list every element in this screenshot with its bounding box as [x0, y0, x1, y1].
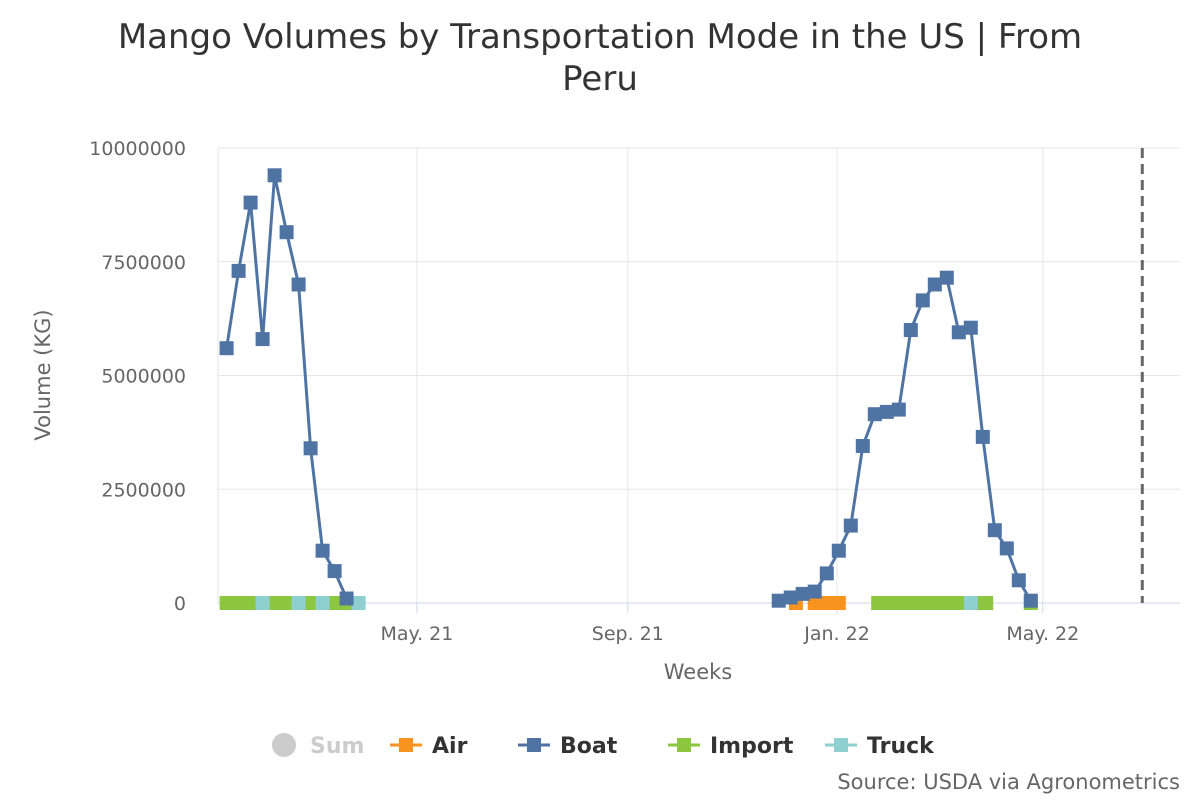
boat-point [255, 332, 270, 347]
import-point [303, 596, 318, 610]
truck-point [255, 596, 270, 610]
series-truck [255, 596, 978, 610]
import-point [883, 596, 898, 610]
boat-point [267, 168, 282, 183]
boat-point [771, 593, 786, 608]
boat-point [867, 407, 882, 422]
boat-line [778, 276, 1033, 603]
boat-point [243, 195, 258, 210]
truck-point [315, 596, 330, 610]
boat-point [987, 523, 1002, 538]
legend-item-import[interactable]: Import [668, 734, 794, 759]
y-tick-label: 7500000 [101, 252, 186, 274]
x-axis-title: Weeks [664, 660, 732, 684]
boat-point [939, 270, 954, 285]
import-point [931, 596, 946, 610]
boat-point [279, 225, 294, 240]
y-axis-title: Volume (KG) [31, 309, 55, 440]
boat-point [783, 590, 798, 605]
boat-point [807, 584, 822, 599]
legend-item-sum[interactable]: Sum [272, 733, 364, 759]
legend-symbol [527, 738, 541, 752]
chart-title-line-1: Mango Volumes by Transportation Mode in … [118, 17, 1082, 57]
boat-point [327, 564, 342, 579]
x-tick-label: May. 21 [381, 623, 454, 645]
boat-point [891, 402, 906, 417]
truck-point [291, 596, 306, 610]
y-tick-label: 0 [174, 593, 186, 615]
boat-point [879, 404, 894, 419]
legend-item-boat[interactable]: Boat [518, 734, 618, 759]
legend-label: Truck [867, 734, 935, 759]
boat-point [339, 591, 354, 606]
y-tick-label: 5000000 [101, 366, 186, 388]
boat-point [303, 441, 318, 456]
truck-point [963, 596, 978, 610]
boat-point [1011, 573, 1026, 588]
legend-item-truck[interactable]: Truck [825, 734, 935, 759]
boat-point [315, 543, 330, 558]
air-point [807, 596, 822, 610]
axes: 0 2500000 5000000 7500000 10000000 May. 21 Sep… [89, 138, 1180, 645]
boat-point [819, 566, 834, 581]
x-tick-label: May. 22 [1006, 623, 1079, 645]
x-tick-label: Sep. 21 [592, 623, 664, 645]
import-point [327, 596, 342, 610]
boat-point [843, 518, 858, 533]
boat-point [795, 586, 810, 601]
plot-area [219, 168, 1038, 610]
import-point [943, 596, 958, 610]
y-tick-label: 10000000 [89, 138, 186, 160]
truck-point [351, 596, 366, 610]
import-point [979, 596, 994, 610]
legend-symbol [677, 738, 691, 752]
x-tick-label: Jan. 22 [803, 623, 870, 645]
import-point [895, 596, 910, 610]
legend-symbol [272, 733, 296, 757]
grid [217, 147, 1180, 603]
boat-point [291, 277, 306, 292]
boat-point [951, 325, 966, 340]
import-point [267, 596, 282, 610]
boat-point [855, 439, 870, 453]
series-boat [219, 168, 1038, 608]
legend: Sum Air Boat Import Truck [272, 733, 935, 759]
boat-point [1023, 593, 1038, 608]
boat-point [831, 543, 846, 558]
boat-point [219, 341, 234, 356]
air-point [831, 596, 846, 610]
boat-point [975, 429, 990, 444]
legend-label: Boat [560, 734, 618, 759]
boat-point [963, 320, 978, 335]
legend-symbol [399, 738, 413, 752]
import-point [919, 596, 934, 610]
legend-label: Import [710, 734, 794, 759]
chart-title-line-2: Peru [562, 59, 638, 99]
legend-item-air[interactable]: Air [390, 734, 468, 759]
legend-label: Sum [310, 734, 364, 759]
credits-text[interactable]: Source: USDA via Agronometrics [837, 770, 1180, 794]
legend-label: Air [432, 734, 468, 759]
boat-point [231, 263, 246, 278]
boat-point [915, 293, 930, 308]
legend-symbol [834, 738, 848, 752]
import-point [231, 596, 246, 610]
y-tick-label: 2500000 [101, 479, 186, 501]
import-point [219, 596, 234, 610]
import-point [871, 596, 886, 610]
boat-point [927, 277, 942, 292]
import-point [907, 596, 922, 610]
import-point [243, 596, 258, 610]
import-point [279, 596, 294, 610]
boat-point [999, 541, 1014, 556]
boat-point [903, 323, 918, 337]
air-point [819, 596, 834, 610]
